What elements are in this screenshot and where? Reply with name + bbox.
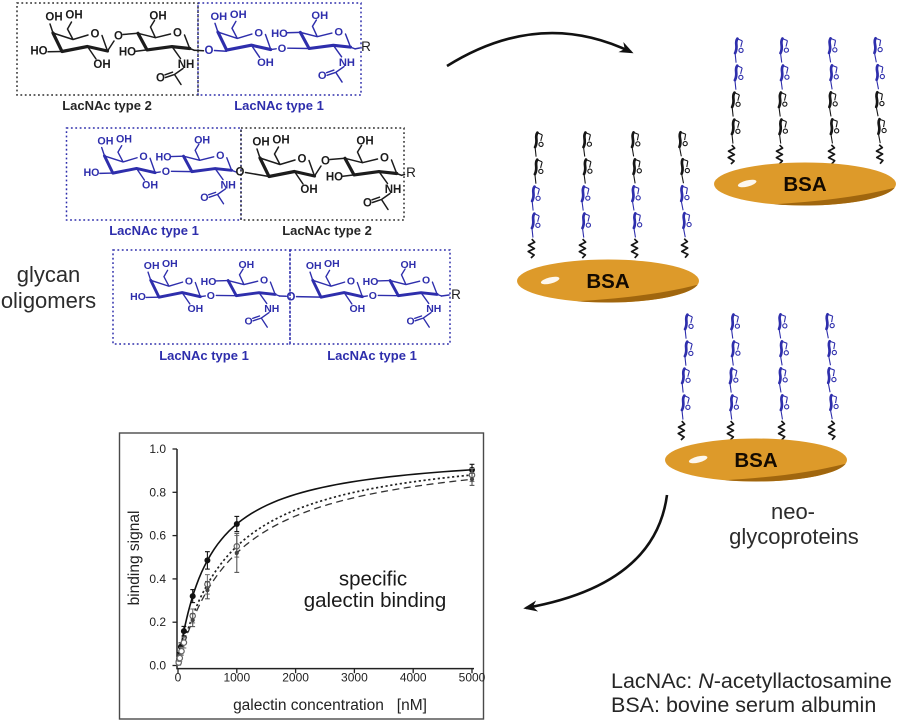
svg-text:0.4: 0.4 (149, 572, 166, 586)
svg-text:LacNAc type 2: LacNAc type 2 (282, 223, 372, 238)
svg-text:2000: 2000 (282, 671, 309, 685)
svg-text:0.6: 0.6 (149, 529, 166, 543)
svg-text:0: 0 (175, 671, 182, 685)
svg-text:specific: specific (339, 568, 407, 591)
svg-text:0.0: 0.0 (149, 659, 166, 673)
svg-text:1.0: 1.0 (149, 442, 166, 456)
svg-text:O: O (236, 167, 245, 179)
svg-text:neo-: neo- (771, 499, 815, 524)
svg-text:LacNAc type 2: LacNAc type 2 (62, 98, 152, 113)
svg-text:LacNAc: N-acetyllactosamine: LacNAc: N-acetyllactosamine (611, 669, 892, 693)
svg-text:LacNAc type 1: LacNAc type 1 (109, 223, 199, 238)
svg-text:1000: 1000 (223, 671, 250, 685)
svg-text:BSA: bovine serum albumin: BSA: bovine serum albumin (611, 693, 876, 717)
svg-text:oligomers: oligomers (1, 288, 96, 313)
svg-text:glycoproteins: glycoproteins (729, 524, 859, 549)
svg-text:glycan: glycan (17, 262, 81, 287)
svg-text:R: R (451, 287, 461, 302)
svg-text:0.8: 0.8 (149, 485, 166, 499)
svg-text:galectin concentration [nM]: galectin concentration [nM] (233, 697, 427, 714)
svg-text:4000: 4000 (400, 671, 427, 685)
svg-text:LacNAc type 1: LacNAc type 1 (159, 348, 249, 363)
svg-text:5000: 5000 (459, 671, 486, 685)
svg-text:O: O (287, 292, 296, 304)
svg-text:galectin binding: galectin binding (304, 589, 446, 612)
svg-text:LacNAc type 1: LacNAc type 1 (234, 98, 324, 113)
svg-text:binding signal: binding signal (126, 511, 143, 606)
svg-text:LacNAc type 1: LacNAc type 1 (327, 348, 417, 363)
svg-text:R: R (361, 39, 371, 54)
svg-text:R: R (406, 165, 416, 180)
svg-text:0.2: 0.2 (149, 615, 166, 629)
svg-text:3000: 3000 (341, 671, 368, 685)
svg-text:O: O (205, 45, 214, 57)
